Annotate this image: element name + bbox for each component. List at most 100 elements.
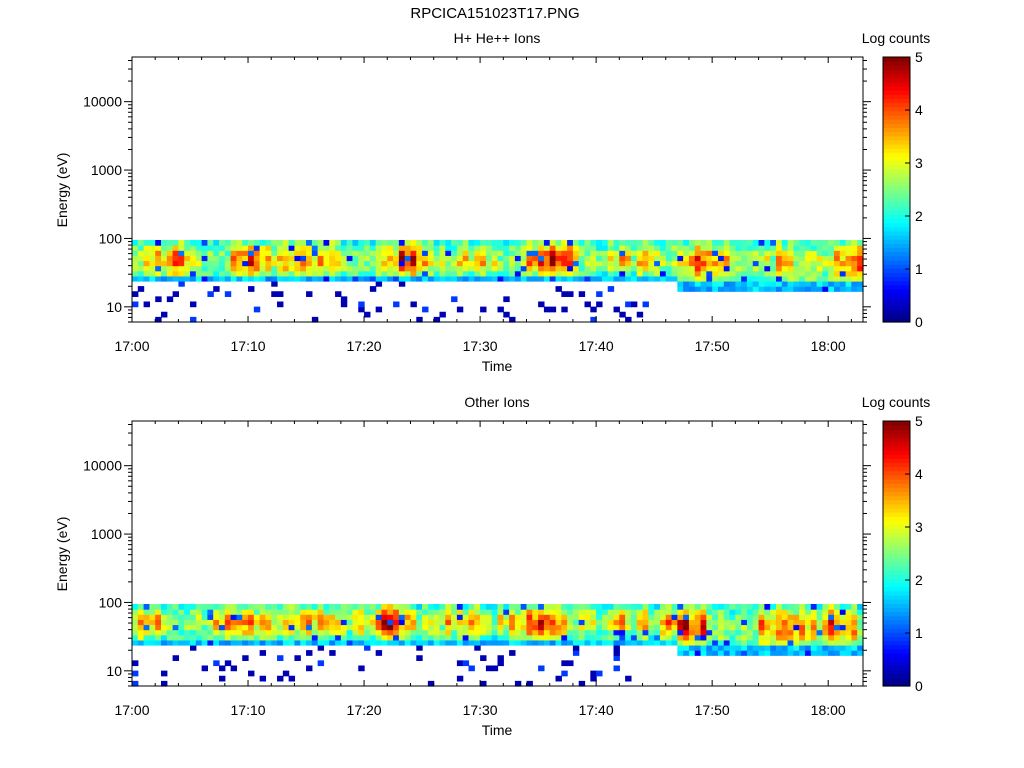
- colorbar-segment: [883, 561, 910, 567]
- spectrogram-cell: [224, 634, 232, 641]
- spectrogram-cell: [288, 255, 296, 262]
- spectrogram-cell: [230, 265, 238, 272]
- spectrogram-cell: [422, 239, 429, 246]
- spectrogram-cell: [178, 255, 185, 262]
- spectrogram-cell: [770, 614, 777, 620]
- spectrogram-cell: [625, 629, 632, 636]
- spectrogram-cell: [636, 270, 644, 277]
- spectrogram-cell: [793, 286, 800, 292]
- spectrogram-cell: [659, 275, 667, 282]
- x-tick-label: 17:40: [579, 338, 614, 354]
- colorbar-segment: [883, 230, 910, 236]
- spectrogram-cell: [775, 650, 783, 656]
- spectrogram-cell: [410, 639, 417, 646]
- spectrogram-cell: [381, 634, 388, 641]
- spectrogram-cell: [468, 255, 475, 262]
- spectrogram-cell: [219, 639, 226, 646]
- spectrogram-cell: [642, 255, 649, 262]
- spectrogram-cell: [677, 650, 684, 656]
- spectrogram-cell: [799, 239, 806, 246]
- spectrogram-cell: [161, 670, 168, 677]
- spectrogram-cell: [636, 311, 644, 318]
- spectrogram-cell: [694, 286, 702, 292]
- spectrogram-cell: [288, 619, 296, 626]
- spectrogram-cell: [485, 609, 493, 615]
- spectrogram-cell: [596, 239, 603, 246]
- spectrogram-cell: [253, 634, 261, 641]
- spectrogram-cell: [352, 624, 359, 631]
- spectrogram-cell: [358, 639, 365, 646]
- spectrogram-cell: [746, 255, 754, 262]
- spectrogram-cell: [654, 275, 661, 282]
- spectrogram-cell: [213, 245, 220, 251]
- spectrogram-cell: [253, 275, 261, 282]
- spectrogram-cell: [775, 245, 783, 251]
- spectrogram-cell: [561, 250, 568, 256]
- spectrogram-cell: [694, 629, 702, 636]
- spectrogram-cell: [219, 239, 226, 246]
- spectrogram-cell: [677, 250, 684, 256]
- spectrogram-cell: [770, 255, 777, 262]
- colorbar-segment: [883, 73, 910, 79]
- spectrogram-cell: [816, 629, 823, 636]
- spectrogram-cell: [422, 603, 429, 610]
- spectrogram-cell: [161, 250, 168, 256]
- spectrogram-cell: [387, 275, 394, 282]
- spectrogram-cell: [648, 265, 655, 272]
- spectrogram-cell: [364, 245, 371, 251]
- spectrogram-cell: [514, 634, 522, 641]
- colorbar-segment: [883, 280, 910, 286]
- spectrogram-cell: [172, 624, 180, 631]
- spectrogram-cell: [393, 265, 400, 272]
- spectrogram-cell: [474, 270, 481, 277]
- spectrogram-cell: [271, 255, 278, 262]
- spectrogram-cell: [514, 255, 522, 262]
- spectrogram-cell: [584, 614, 591, 620]
- spectrogram-cell: [793, 239, 800, 246]
- spectrogram-cell: [462, 624, 470, 631]
- spectrogram-cell: [833, 619, 841, 626]
- colorbar-segment: [883, 458, 910, 464]
- spectrogram-cell: [369, 275, 377, 282]
- spectrogram-cell: [781, 255, 789, 262]
- spectrogram-cell: [462, 603, 470, 610]
- spectrogram-cell: [294, 634, 301, 641]
- spectrogram-cell: [746, 644, 754, 651]
- spectrogram-cell: [132, 301, 139, 308]
- spectrogram-cell: [427, 639, 435, 646]
- spectrogram-cell: [828, 275, 835, 282]
- spectrogram-cell: [166, 260, 174, 267]
- colorbar-segment: [883, 503, 910, 509]
- spectrogram-cell: [445, 609, 452, 615]
- spectrogram-cell: [439, 311, 446, 318]
- spectrogram-cell: [155, 239, 162, 246]
- spectrogram-cell: [526, 239, 533, 246]
- spectrogram-cell: [340, 609, 348, 615]
- spectrogram-cell: [149, 639, 156, 646]
- spectrogram-cell: [787, 255, 794, 262]
- colorbar-segment: [883, 586, 910, 592]
- spectrogram-cell: [369, 634, 377, 641]
- spectrogram-cell: [584, 270, 591, 277]
- spectrogram-cell: [480, 239, 487, 246]
- spectrogram-cell: [746, 639, 754, 646]
- spectrogram-cell: [451, 265, 458, 272]
- spectrogram-cell: [317, 260, 325, 267]
- spectrogram-cell: [404, 614, 412, 620]
- spectrogram-cell: [416, 275, 423, 282]
- spectrogram-cell: [520, 239, 528, 246]
- spectrogram-cell: [555, 634, 562, 641]
- spectrogram-cell: [584, 619, 591, 626]
- spectrogram-cell: [137, 614, 145, 620]
- spectrogram-cell: [584, 634, 591, 641]
- spectrogram-cell: [781, 245, 789, 251]
- spectrogram-cell: [346, 265, 354, 272]
- spectrogram-cell: [207, 260, 214, 267]
- spectrogram-cell: [161, 255, 168, 262]
- spectrogram-cell: [561, 239, 568, 246]
- spectrogram-cell: [706, 270, 713, 277]
- spectrogram-cell: [520, 255, 528, 262]
- spectrogram-cell: [271, 603, 278, 610]
- spectrogram-cell: [497, 629, 504, 636]
